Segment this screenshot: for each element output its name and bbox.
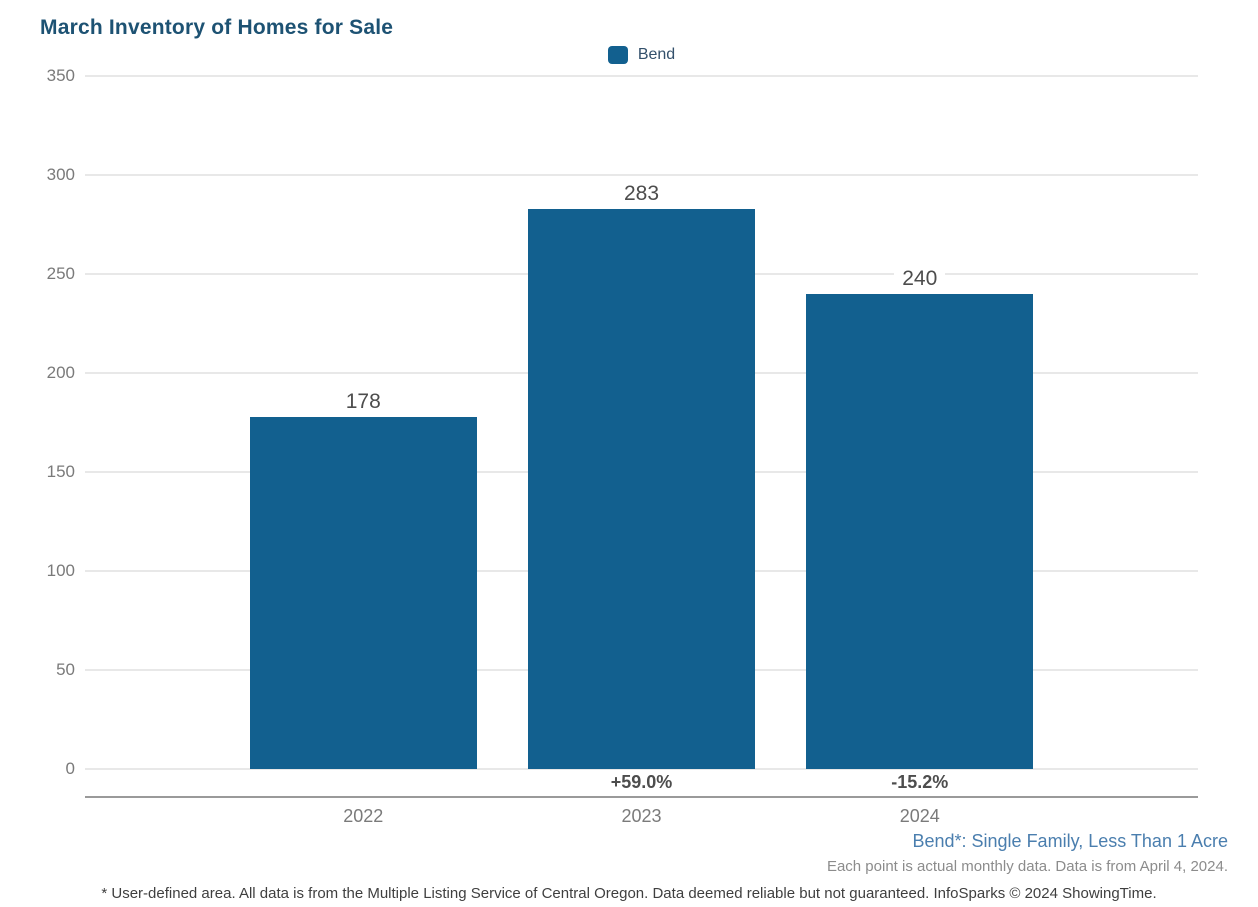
legend-swatch-icon: [607, 46, 628, 64]
gridline-0: [85, 768, 1198, 770]
gridline-350: [85, 75, 1198, 77]
bar-2022: 178: [249, 389, 477, 769]
legend-item-bend[interactable]: Bend: [607, 46, 676, 64]
x-axis-tick-label-2023: 2023: [621, 806, 662, 826]
bar-rect-2023: [528, 208, 755, 769]
bar-value-label: 178: [250, 389, 477, 414]
plot-area: 350 300 250 200 150 100 50 0 178 283 240: [47, 66, 1198, 778]
y-axis-tick-label: 50: [56, 660, 75, 679]
x-axis-line: [85, 796, 1198, 798]
bar-rect-2024: [806, 293, 1034, 769]
pct-change-label-2024: -15.2%: [891, 772, 949, 792]
y-axis-tick-label: 0: [65, 759, 75, 778]
data-note-footnote: Each point is actual monthly data. Data …: [826, 858, 1228, 875]
x-axis-tick-label-2022: 2022: [343, 806, 384, 826]
y-axis-tick-label: 300: [46, 164, 75, 184]
y-axis-tick-label: 350: [46, 66, 75, 85]
bar-value-label: 240: [806, 266, 1033, 291]
y-axis-tick-label: 100: [46, 561, 75, 580]
series-definition-footnote: Bend*: Single Family, Less Than 1 Acre: [912, 831, 1228, 851]
x-axis-labels-row: 2022 2023 2024: [85, 806, 1198, 828]
y-axis-tick-label: 200: [46, 363, 75, 382]
legend: Bend: [85, 46, 1198, 64]
bar-rect-2022: [249, 416, 477, 769]
x-axis-tick-label-2024: 2024: [899, 806, 940, 826]
y-axis-tick-label: 250: [46, 263, 75, 283]
legend-label: Bend: [637, 46, 676, 63]
bar-value-label: 283: [528, 181, 755, 206]
pct-change-row: +59.0% -15.2%: [85, 772, 1198, 794]
bar-2024: 240: [806, 266, 1034, 769]
pct-change-label-2023: +59.0%: [610, 772, 673, 792]
y-axis-tick-label: 150: [46, 461, 75, 481]
disclaimer-footnote: * User-defined area. All data is from th…: [101, 885, 1157, 902]
gridline-300: [85, 173, 1198, 176]
chart-title: March Inventory of Homes for Sale: [40, 16, 394, 39]
bar-2023: 283: [528, 181, 755, 769]
